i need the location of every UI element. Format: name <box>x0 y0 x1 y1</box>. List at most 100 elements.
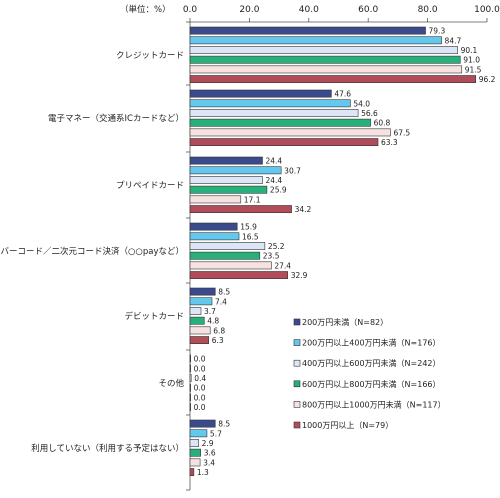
data-label: 90.1 <box>461 46 478 55</box>
bar <box>189 393 191 402</box>
category-label: デビットカード <box>124 311 184 322</box>
data-label: 2.9 <box>202 439 214 448</box>
data-label: 5.7 <box>210 429 222 438</box>
data-label: 32.9 <box>291 271 308 280</box>
data-label: 96.2 <box>479 75 496 84</box>
bar <box>189 364 191 373</box>
bar <box>189 99 351 108</box>
bar <box>189 156 263 165</box>
data-label: 0.0 <box>194 393 206 402</box>
bar <box>189 232 240 241</box>
legend-entry: 600万円以上800万円未満（N=166） <box>302 379 441 389</box>
data-label: 24.4 <box>265 157 282 166</box>
bar <box>189 297 213 306</box>
bar <box>189 429 208 438</box>
bar <box>189 138 379 146</box>
data-label: 25.9 <box>270 186 287 195</box>
data-label: 30.7 <box>284 166 301 175</box>
bar <box>189 118 371 127</box>
data-label: 60.8 <box>374 119 391 128</box>
legend-entry: 400万円以上600万円未満（N=242） <box>302 358 441 368</box>
data-label: 0.0 <box>194 403 206 412</box>
unit-label: （単位：%） <box>120 4 171 15</box>
bar <box>189 26 426 35</box>
bar <box>189 75 477 83</box>
x-tick-label: 80.0 <box>418 5 438 15</box>
data-label: 67.5 <box>393 128 410 137</box>
data-label: 25.2 <box>268 242 285 251</box>
legend-entry: 1000万円以上（N=79） <box>302 421 393 430</box>
legend-swatch <box>293 339 301 346</box>
data-label: 27.4 <box>274 261 291 270</box>
data-label: 0.0 <box>194 355 206 364</box>
data-label: 17.1 <box>244 195 261 204</box>
legend-swatch <box>293 421 301 429</box>
data-label: 3.6 <box>204 449 216 458</box>
data-label: 0.0 <box>194 364 206 373</box>
data-label: 34.2 <box>295 205 312 214</box>
category-label: バーコード／二次元コード決済（○○payなど） <box>1 246 184 257</box>
bar <box>189 55 461 64</box>
bar <box>189 251 261 260</box>
data-label: 91.5 <box>465 65 482 74</box>
bar <box>189 354 191 363</box>
legend-entry: 200万円未満（N=82） <box>302 317 388 327</box>
bar <box>189 176 263 184</box>
data-label: 23.5 <box>263 252 280 261</box>
data-label: 0.4 <box>194 374 206 383</box>
bars: 79.384.790.191.091.596.2 47.654.056.660.8… <box>189 26 496 477</box>
bar <box>189 448 201 457</box>
data-label: 15.9 <box>240 223 257 232</box>
x-tick-label: 60.0 <box>358 5 378 15</box>
bar <box>189 439 199 447</box>
data-label: 1.3 <box>197 468 209 477</box>
bar <box>189 195 242 204</box>
bar <box>189 222 238 231</box>
bar <box>189 166 282 175</box>
data-label: 3.4 <box>203 458 215 467</box>
bar <box>189 403 191 411</box>
bar <box>189 326 211 335</box>
category-label: その他 <box>158 378 184 389</box>
bar <box>189 287 216 296</box>
x-tick-label: 40.0 <box>299 5 319 15</box>
bar <box>189 205 292 213</box>
bar <box>189 261 272 270</box>
bar <box>189 89 332 98</box>
data-label: 3.7 <box>204 307 216 316</box>
x-tick-label: 100.0 <box>474 5 500 15</box>
data-label: 91.0 <box>463 56 480 65</box>
legend-entry: 200万円以上400万円未満（N=176） <box>302 338 441 348</box>
legend-swatch <box>293 380 301 388</box>
bar <box>189 458 201 467</box>
data-label: 8.5 <box>218 288 230 297</box>
data-label: 47.6 <box>334 90 351 99</box>
bar <box>189 109 359 117</box>
data-label: 16.5 <box>242 232 259 241</box>
data-label: 84.7 <box>445 36 462 45</box>
data-label: 6.8 <box>213 326 225 335</box>
bar <box>189 468 195 476</box>
bar <box>189 307 202 315</box>
category-label: 利用していない（利用する予定はない） <box>31 443 184 454</box>
data-label: 24.4 <box>265 176 282 185</box>
data-label: 79.3 <box>429 27 446 36</box>
data-label: 63.3 <box>381 138 398 147</box>
bar <box>189 419 216 428</box>
legend-swatch <box>293 359 301 367</box>
legend: 200万円未満（N=82） 200万円以上400万円未満（N=176） 400万円以… <box>293 317 446 430</box>
bar <box>189 128 391 137</box>
data-label: 6.3 <box>212 336 224 345</box>
bar <box>189 185 268 194</box>
legend-swatch <box>293 318 301 326</box>
legend-entry: 800万円以上1000万円未満（N=117） <box>302 399 446 409</box>
bar <box>189 374 192 382</box>
bar <box>189 242 266 250</box>
bar <box>189 336 210 344</box>
data-label: 4.8 <box>207 317 219 326</box>
x-tick-label: 0.0 <box>183 5 198 15</box>
bar <box>189 46 458 54</box>
